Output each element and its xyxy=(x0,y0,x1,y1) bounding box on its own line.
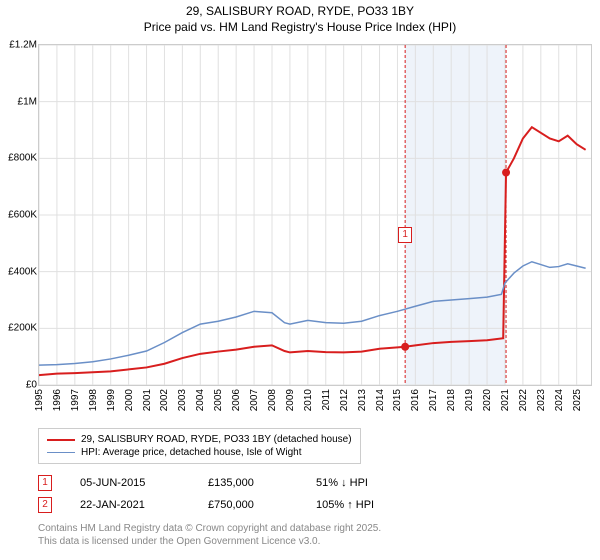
x-tick-label: 2002 xyxy=(159,389,170,411)
chart-container: 29, SALISBURY ROAD, RYDE, PO33 1BY Price… xyxy=(0,0,600,560)
legend-item: HPI: Average price, detached house, Isle… xyxy=(47,446,352,459)
x-tick-label: 2003 xyxy=(177,389,188,411)
x-tick-label: 2017 xyxy=(428,389,439,411)
sale-date: 22-JAN-2021 xyxy=(80,499,180,511)
x-tick-label: 1999 xyxy=(106,389,117,411)
x-tick-label: 2009 xyxy=(285,389,296,411)
y-tick-label: £0 xyxy=(1,380,37,391)
x-tick-label: 2022 xyxy=(518,389,529,411)
x-tick-label: 2012 xyxy=(339,389,350,411)
x-tick-label: 1998 xyxy=(88,389,99,411)
chart-svg xyxy=(39,45,591,385)
title-line-1: 29, SALISBURY ROAD, RYDE, PO33 1BY xyxy=(0,4,600,20)
x-tick-label: 2015 xyxy=(392,389,403,411)
x-tick-label: 2018 xyxy=(446,389,457,411)
sale-row: 2 22-JAN-2021 £750,000 105% ↑ HPI xyxy=(38,494,416,516)
title-line-2: Price paid vs. HM Land Registry's House … xyxy=(0,20,600,36)
x-tick-label: 1997 xyxy=(70,389,81,411)
sale-marker-1: 1 xyxy=(398,227,412,243)
y-tick-label: £200K xyxy=(1,323,37,334)
legend-swatch xyxy=(47,439,75,441)
y-tick-label: £1M xyxy=(1,96,37,107)
y-tick-label: £1.2M xyxy=(1,40,37,51)
chart-plot-area: £0£200K£400K£600K£800K£1M£1.2M1995199619… xyxy=(38,44,592,386)
legend-label: 29, SALISBURY ROAD, RYDE, PO33 1BY (deta… xyxy=(81,434,352,445)
sale-pct: 105% ↑ HPI xyxy=(316,499,416,511)
footer-line-1: Contains HM Land Registry data © Crown c… xyxy=(38,522,381,535)
footer-text: Contains HM Land Registry data © Crown c… xyxy=(38,522,381,548)
x-tick-label: 2004 xyxy=(195,389,206,411)
x-tick-label: 2025 xyxy=(572,389,583,411)
y-tick-label: £600K xyxy=(1,210,37,221)
x-tick-label: 2010 xyxy=(303,389,314,411)
x-tick-label: 2013 xyxy=(357,389,368,411)
x-tick-label: 2011 xyxy=(321,389,332,411)
x-tick-label: 2021 xyxy=(500,389,511,411)
x-tick-label: 2001 xyxy=(142,389,153,411)
x-tick-label: 2020 xyxy=(482,389,493,411)
sale-date: 05-JUN-2015 xyxy=(80,477,180,489)
x-tick-label: 2008 xyxy=(267,389,278,411)
y-tick-label: £400K xyxy=(1,266,37,277)
sale-price: £135,000 xyxy=(208,477,288,489)
sale-pct: 51% ↓ HPI xyxy=(316,477,416,489)
legend-swatch xyxy=(47,452,75,453)
sale-row-marker: 2 xyxy=(38,497,52,513)
x-tick-label: 2016 xyxy=(410,389,421,411)
x-tick-label: 2014 xyxy=(375,389,386,411)
x-tick-label: 1996 xyxy=(52,389,63,411)
legend-label: HPI: Average price, detached house, Isle… xyxy=(81,447,302,458)
x-tick-label: 2005 xyxy=(213,389,224,411)
sale-row: 1 05-JUN-2015 £135,000 51% ↓ HPI xyxy=(38,472,416,494)
footer-line-2: This data is licensed under the Open Gov… xyxy=(38,535,381,548)
x-tick-label: 2023 xyxy=(536,389,547,411)
title-block: 29, SALISBURY ROAD, RYDE, PO33 1BY Price… xyxy=(0,0,600,35)
x-tick-label: 1995 xyxy=(34,389,45,411)
legend-item: 29, SALISBURY ROAD, RYDE, PO33 1BY (deta… xyxy=(47,433,352,446)
x-tick-label: 2006 xyxy=(231,389,242,411)
y-tick-label: £800K xyxy=(1,153,37,164)
x-tick-label: 2024 xyxy=(554,389,565,411)
x-tick-label: 2019 xyxy=(464,389,475,411)
legend-box: 29, SALISBURY ROAD, RYDE, PO33 1BY (deta… xyxy=(38,428,361,464)
sales-table: 1 05-JUN-2015 £135,000 51% ↓ HPI 2 22-JAN-202… xyxy=(38,472,416,516)
x-tick-label: 2007 xyxy=(249,389,260,411)
x-tick-label: 2000 xyxy=(124,389,135,411)
sale-price: £750,000 xyxy=(208,499,288,511)
sale-row-marker: 1 xyxy=(38,475,52,491)
